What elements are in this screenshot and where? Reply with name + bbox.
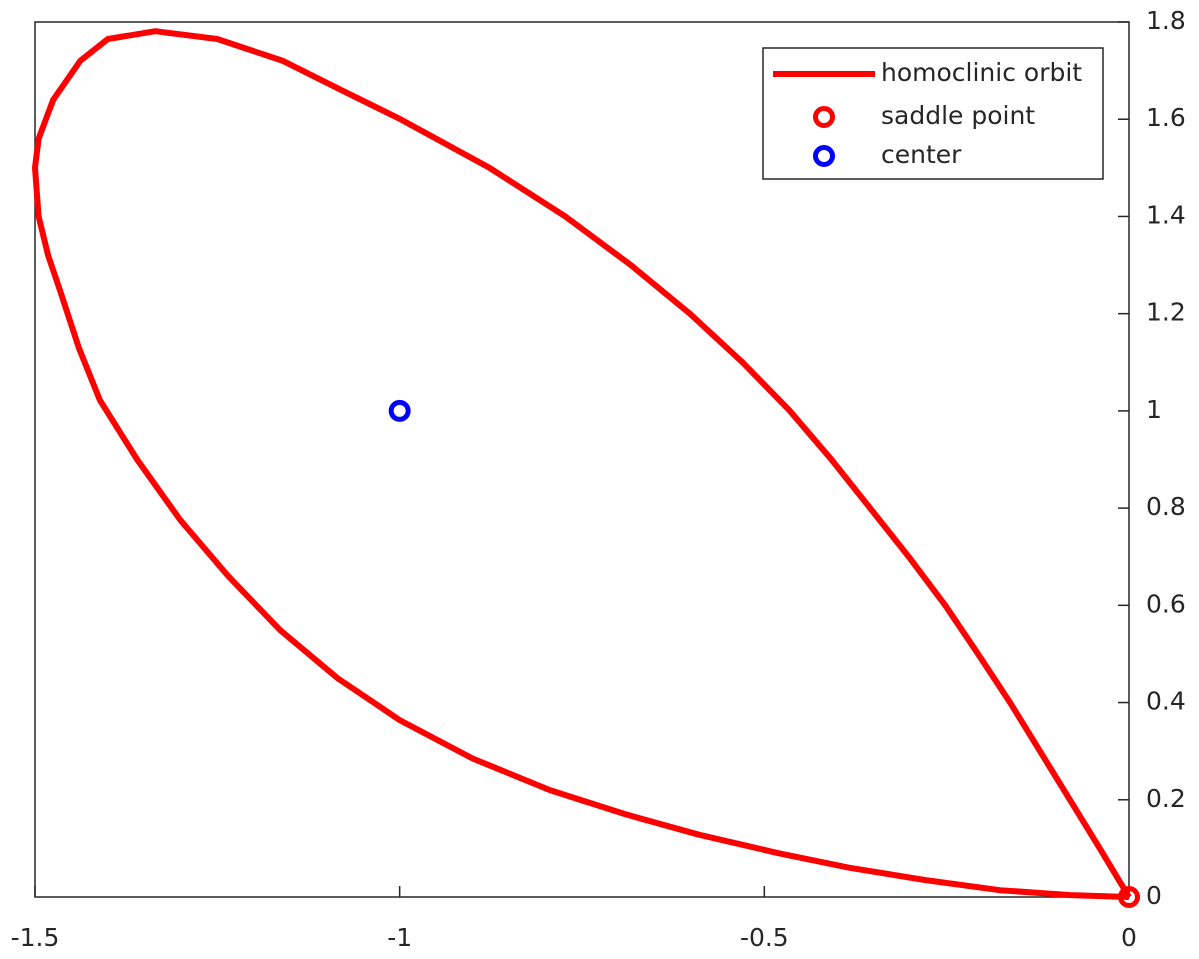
legend-label: center [881, 140, 962, 169]
x-tick-label: -1.5 [11, 923, 60, 952]
legend-label: homoclinic orbit [881, 58, 1082, 87]
y-tick-label: 0.2 [1146, 784, 1186, 813]
legend-label: saddle point [881, 101, 1035, 130]
legend-swatch [813, 145, 835, 167]
y-tick-label: 0.6 [1146, 589, 1186, 618]
y-tick-label: 0 [1146, 881, 1162, 910]
legend-box [762, 47, 1104, 180]
y-tick-label: 1 [1146, 395, 1162, 424]
point-marker [388, 399, 411, 422]
y-tick-label: 0.4 [1146, 687, 1186, 716]
x-tick-label: -0.5 [740, 923, 789, 952]
y-tick-label: 1.6 [1146, 103, 1186, 132]
y-tick-label: 0.8 [1146, 492, 1186, 521]
y-tick-label: 1.4 [1146, 200, 1186, 229]
point-marker [1118, 886, 1140, 908]
orbit-line [32, 28, 1132, 900]
y-tick-label: 1.2 [1146, 298, 1186, 327]
x-tick-label: 0 [1121, 923, 1137, 952]
y-tick-label: 1.8 [1146, 6, 1186, 35]
plot-frame [34, 21, 1130, 898]
legend-swatch [813, 106, 835, 128]
x-tick-label: -1 [387, 923, 412, 952]
